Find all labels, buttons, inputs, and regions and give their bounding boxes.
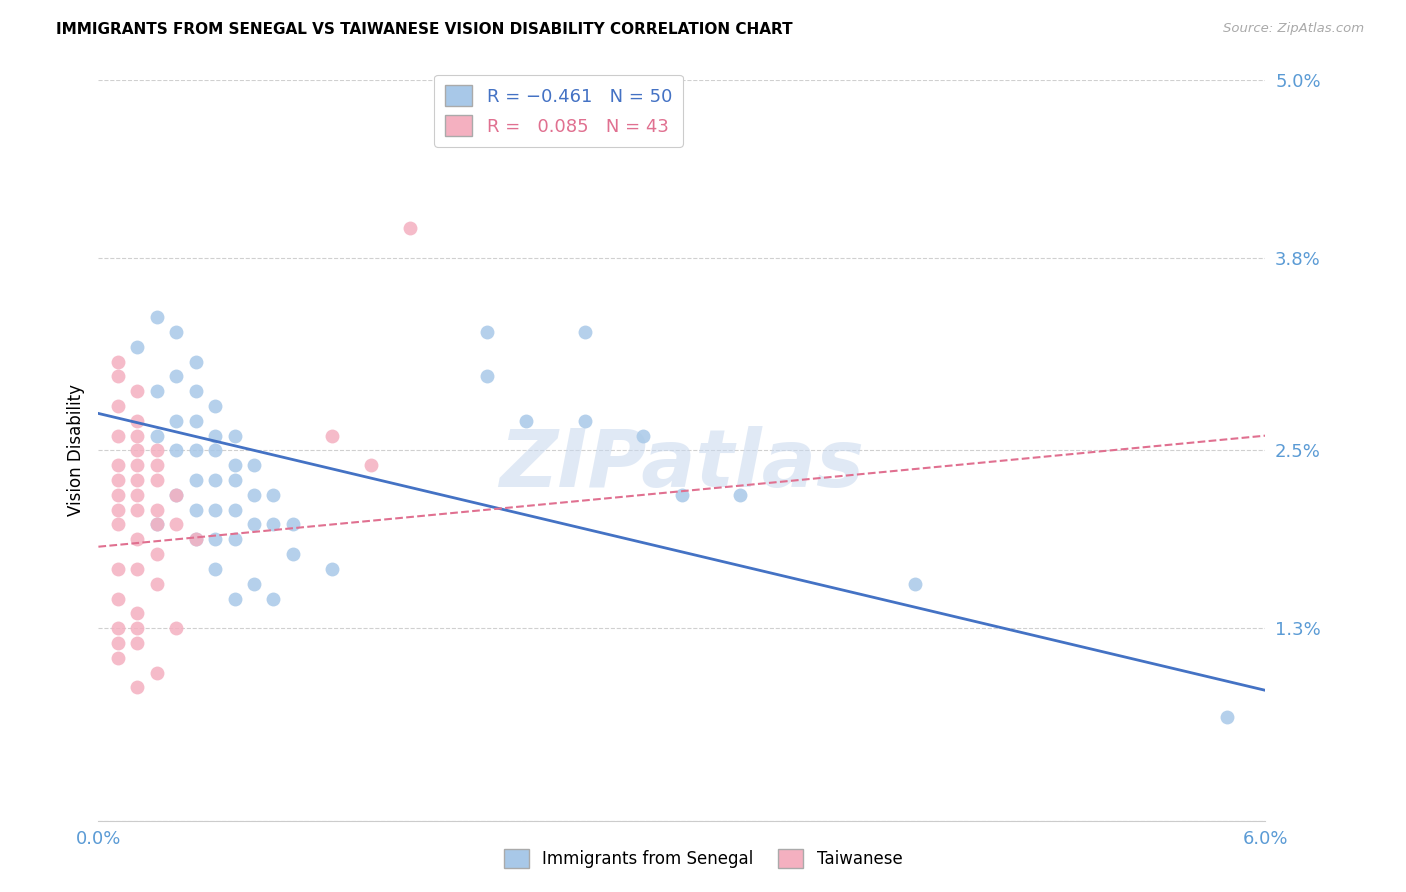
Point — [107, 650, 129, 665]
Point — [107, 562, 129, 576]
Point — [243, 488, 266, 502]
Point — [165, 517, 187, 532]
Point — [107, 591, 129, 606]
Point — [146, 458, 169, 473]
Point — [262, 591, 284, 606]
Text: ZIPatlas: ZIPatlas — [499, 426, 865, 504]
Point — [224, 473, 246, 487]
Point — [127, 443, 149, 458]
Point — [224, 428, 246, 442]
Point — [165, 443, 187, 458]
Point — [184, 384, 207, 399]
Point — [321, 428, 343, 442]
Point — [204, 562, 226, 576]
Point — [243, 458, 266, 473]
Point — [127, 473, 149, 487]
Point — [127, 681, 149, 695]
Point — [574, 414, 596, 428]
Point — [107, 636, 129, 650]
Point — [146, 443, 169, 458]
Point — [146, 502, 169, 516]
Point — [477, 369, 499, 384]
Point — [477, 325, 499, 339]
Point — [165, 488, 187, 502]
Point — [127, 502, 149, 516]
Point — [107, 354, 129, 368]
Text: Source: ZipAtlas.com: Source: ZipAtlas.com — [1223, 22, 1364, 36]
Point — [107, 621, 129, 635]
Point — [127, 562, 149, 576]
Point — [224, 533, 246, 547]
Point — [262, 517, 284, 532]
Point — [107, 369, 129, 384]
Point — [204, 502, 226, 516]
Point — [127, 533, 149, 547]
Point — [184, 473, 207, 487]
Point — [243, 576, 266, 591]
Point — [730, 488, 752, 502]
Legend: R = −0.461   N = 50, R =   0.085   N = 43: R = −0.461 N = 50, R = 0.085 N = 43 — [434, 75, 683, 147]
Point — [224, 502, 246, 516]
Point — [204, 428, 226, 442]
Point — [107, 517, 129, 532]
Point — [165, 414, 187, 428]
Point — [321, 562, 343, 576]
Point — [107, 473, 129, 487]
Point — [107, 458, 129, 473]
Point — [184, 502, 207, 516]
Point — [146, 428, 169, 442]
Point — [574, 325, 596, 339]
Point — [1215, 710, 1237, 724]
Point — [184, 533, 207, 547]
Y-axis label: Vision Disability: Vision Disability — [66, 384, 84, 516]
Point — [165, 369, 187, 384]
Legend: Immigrants from Senegal, Taiwanese: Immigrants from Senegal, Taiwanese — [496, 842, 910, 875]
Point — [107, 428, 129, 442]
Point — [224, 458, 246, 473]
Point — [146, 547, 169, 561]
Point — [146, 384, 169, 399]
Point — [184, 414, 207, 428]
Point — [127, 384, 149, 399]
Point — [127, 458, 149, 473]
Point — [243, 517, 266, 532]
Point — [204, 443, 226, 458]
Point — [165, 325, 187, 339]
Point — [127, 428, 149, 442]
Point — [127, 414, 149, 428]
Point — [127, 621, 149, 635]
Point — [146, 517, 169, 532]
Point — [165, 488, 187, 502]
Point — [165, 621, 187, 635]
Point — [184, 443, 207, 458]
Point — [262, 488, 284, 502]
Point — [107, 399, 129, 413]
Point — [631, 428, 654, 442]
Point — [107, 502, 129, 516]
Point — [127, 488, 149, 502]
Point — [204, 399, 226, 413]
Point — [184, 354, 207, 368]
Text: IMMIGRANTS FROM SENEGAL VS TAIWANESE VISION DISABILITY CORRELATION CHART: IMMIGRANTS FROM SENEGAL VS TAIWANESE VIS… — [56, 22, 793, 37]
Point — [146, 517, 169, 532]
Point — [127, 340, 149, 354]
Point — [146, 576, 169, 591]
Point — [281, 547, 304, 561]
Point — [224, 591, 246, 606]
Point — [146, 310, 169, 325]
Point — [184, 533, 207, 547]
Point — [671, 488, 693, 502]
Point — [904, 576, 927, 591]
Point — [127, 607, 149, 621]
Point — [204, 473, 226, 487]
Point — [146, 473, 169, 487]
Point — [127, 636, 149, 650]
Point — [281, 517, 304, 532]
Point — [515, 414, 537, 428]
Point — [398, 221, 420, 235]
Point — [146, 665, 169, 680]
Point — [360, 458, 382, 473]
Point — [204, 533, 226, 547]
Point — [107, 488, 129, 502]
